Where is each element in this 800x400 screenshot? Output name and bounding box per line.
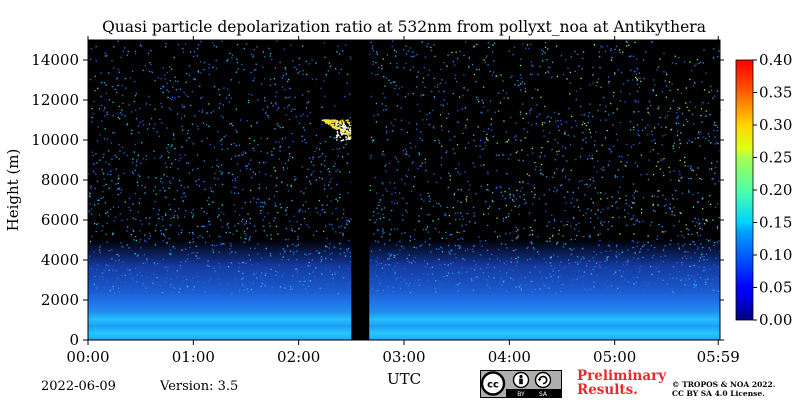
x-tick-label: 00:00 <box>66 348 109 366</box>
cirrus-core <box>335 122 352 142</box>
x-tick-label: 02:00 <box>277 348 320 366</box>
by-icon <box>512 371 530 389</box>
colorbar-tick-label: 0.10 <box>759 246 792 264</box>
x-tick-label: 05:59 <box>697 348 740 366</box>
colorbar-tick-label: 0.25 <box>759 149 792 167</box>
version-label: Version: 3.5 <box>160 379 239 394</box>
x-axis-label: UTC <box>387 370 421 388</box>
preliminary-line-2: Results. <box>577 382 638 398</box>
y-tick-label: 4000 <box>41 251 79 269</box>
colorbar-tick-label: 0.30 <box>759 116 792 134</box>
y-tick-label: 2000 <box>41 291 79 309</box>
chart-title: Quasi particle depolarization ratio at 5… <box>102 18 706 36</box>
colorbar-tick-label: 0.00 <box>759 311 792 329</box>
colorbar-tick-label: 0.35 <box>759 84 792 102</box>
colorbar-ticks: 0.00 0.05 0.10 0.15 0.20 0.25 0.30 0.35 0.40 <box>753 51 792 329</box>
boundary-layer-band <box>88 294 720 340</box>
x-tick-label: 01:00 <box>172 348 215 366</box>
colorbar-tick-label: 0.20 <box>759 181 792 199</box>
no-data-gap <box>351 40 370 340</box>
sa-icon <box>534 371 552 389</box>
preliminary-notice: Preliminary Results. <box>577 369 666 397</box>
colorbar-tick-label: 0.15 <box>759 214 792 232</box>
y-tick-label: 0 <box>69 331 79 349</box>
cc-sa-label: SA <box>539 391 548 398</box>
y-tick-label: 8000 <box>41 171 79 189</box>
svg-text:cc: cc <box>487 380 499 391</box>
y-axis: 0 2000 4000 6000 8000 10000 12000 14000 <box>31 51 724 349</box>
x-tick-label: 04:00 <box>488 348 531 366</box>
y-tick-label: 10000 <box>31 131 79 149</box>
colorbar-tick-label: 0.40 <box>759 51 792 69</box>
lower-troposphere-band <box>88 238 720 294</box>
cc-license-badge: cc BY SA <box>480 370 562 398</box>
copyright-line-2: CC BY SA 4.0 License. <box>672 389 765 398</box>
date-label: 2022-06-09 <box>41 379 116 394</box>
cc-icon: cc <box>480 371 506 396</box>
copyright-line-1: © TROPOS & NOA 2022. <box>672 380 776 389</box>
colorbar <box>735 59 754 321</box>
x-tick-label: 03:00 <box>382 348 425 366</box>
noise-speckle <box>88 40 721 295</box>
preliminary-line-1: Preliminary <box>577 368 667 384</box>
cc-by-label: BY <box>517 391 525 398</box>
colorbar-tick-label: 0.05 <box>759 279 792 297</box>
x-axis: 00:00 01:00 02:00 03:00 04:00 05:00 05:59 <box>66 36 740 366</box>
y-axis-label: Height (m) <box>4 149 22 232</box>
y-tick-label: 14000 <box>31 51 79 69</box>
y-tick-label: 12000 <box>31 91 79 109</box>
copyright-notice: © TROPOS & NOA 2022. CC BY SA 4.0 Licens… <box>672 380 775 398</box>
x-tick-label: 05:00 <box>593 348 636 366</box>
y-tick-label: 6000 <box>41 211 79 229</box>
heatmap-layer <box>88 40 721 340</box>
